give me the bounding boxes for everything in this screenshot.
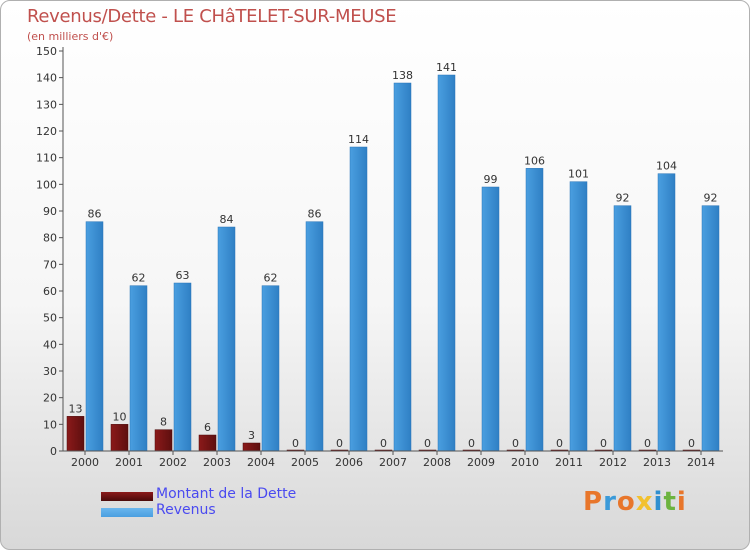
bar-revenus-2014 bbox=[701, 205, 720, 452]
data-label-dette-2014: 0 bbox=[688, 437, 695, 450]
y-tick-label-150: 150 bbox=[36, 45, 57, 58]
data-label-dette-2005: 0 bbox=[292, 437, 299, 450]
x-tick-label-2009: 2009 bbox=[467, 456, 495, 469]
data-label-revenus-2009: 99 bbox=[484, 173, 498, 186]
y-tick-label-50: 50 bbox=[43, 312, 57, 325]
data-label-revenus-2007: 138 bbox=[392, 69, 413, 82]
x-tick-label-2013: 2013 bbox=[643, 456, 671, 469]
bar-revenus-2008 bbox=[437, 74, 456, 452]
data-label-revenus-2006: 114 bbox=[348, 133, 369, 146]
bar-dette-2003 bbox=[198, 434, 217, 452]
x-tick-label-2008: 2008 bbox=[423, 456, 451, 469]
x-tick-label-2010: 2010 bbox=[511, 456, 539, 469]
data-label-dette-2006: 0 bbox=[336, 437, 343, 450]
data-label-revenus-2002: 63 bbox=[176, 269, 190, 282]
data-label-revenus-2003: 84 bbox=[220, 213, 234, 226]
x-tick-label-2000: 2000 bbox=[71, 456, 99, 469]
bar-revenus-2007 bbox=[393, 82, 412, 452]
x-tick-label-2005: 2005 bbox=[291, 456, 319, 469]
y-tick-label-10: 10 bbox=[43, 418, 57, 431]
y-tick-label-120: 120 bbox=[36, 125, 57, 138]
bar-revenus-2010 bbox=[525, 168, 544, 452]
data-label-dette-2008: 0 bbox=[424, 437, 431, 450]
data-label-revenus-2001: 62 bbox=[132, 272, 146, 285]
bar-dette-2004 bbox=[242, 442, 261, 452]
data-label-dette-2009: 0 bbox=[468, 437, 475, 450]
data-label-revenus-2004: 62 bbox=[264, 272, 278, 285]
y-tick-label-90: 90 bbox=[43, 205, 57, 218]
bar-revenus-2005 bbox=[305, 221, 324, 452]
proxiti-logo: Proxiti bbox=[583, 487, 687, 517]
legend-swatch-revenus bbox=[101, 508, 153, 517]
logo-letter: o bbox=[616, 487, 636, 517]
bar-dette-2000 bbox=[66, 416, 85, 452]
y-tick-label-40: 40 bbox=[43, 338, 57, 351]
y-tick-label-140: 140 bbox=[36, 72, 57, 85]
y-tick-label-60: 60 bbox=[43, 285, 57, 298]
chart-subtitle: (en milliers d'€) bbox=[27, 30, 114, 43]
data-label-revenus-2010: 106 bbox=[524, 154, 545, 167]
data-label-dette-2002: 8 bbox=[160, 416, 167, 429]
data-label-dette-2007: 0 bbox=[380, 437, 387, 450]
data-label-revenus-2005: 86 bbox=[308, 208, 322, 221]
data-label-revenus-2012: 92 bbox=[616, 192, 630, 205]
y-tick-label-30: 30 bbox=[43, 365, 57, 378]
y-tick-label-0: 0 bbox=[50, 445, 57, 458]
data-label-dette-2003: 6 bbox=[204, 421, 211, 434]
bar-revenus-2011 bbox=[569, 181, 588, 452]
bar-revenus-2002 bbox=[173, 282, 192, 452]
data-label-revenus-2008: 141 bbox=[436, 61, 457, 74]
legend-label-dette: Montant de la Dette bbox=[156, 486, 297, 502]
logo-letter: r bbox=[603, 487, 617, 517]
data-label-revenus-2014: 92 bbox=[704, 192, 718, 205]
data-label-dette-2004: 3 bbox=[248, 429, 255, 442]
y-tick-label-100: 100 bbox=[36, 178, 57, 191]
bar-dette-2002 bbox=[154, 429, 173, 452]
x-tick-label-2014: 2014 bbox=[687, 456, 715, 469]
x-tick-label-2012: 2012 bbox=[599, 456, 627, 469]
bar-revenus-2012 bbox=[613, 205, 632, 452]
y-tick-label-130: 130 bbox=[36, 98, 57, 111]
y-tick-label-110: 110 bbox=[36, 152, 57, 165]
data-label-revenus-2011: 101 bbox=[568, 168, 589, 181]
data-label-revenus-2000: 86 bbox=[88, 208, 102, 221]
data-label-dette-2001: 10 bbox=[113, 410, 127, 423]
legend-label-revenus: Revenus bbox=[156, 502, 216, 518]
data-label-dette-2013: 0 bbox=[644, 437, 651, 450]
y-tick-label-70: 70 bbox=[43, 258, 57, 271]
bar-revenus-2000 bbox=[85, 221, 104, 452]
logo-letter: t bbox=[663, 487, 677, 517]
chart-title: Revenus/Dette - LE CHâTELET-SUR-MEUSE bbox=[27, 6, 397, 27]
bar-revenus-2006 bbox=[349, 146, 368, 452]
bar-revenus-2009 bbox=[481, 186, 500, 452]
x-tick-label-2011: 2011 bbox=[555, 456, 583, 469]
x-tick-label-2006: 2006 bbox=[335, 456, 363, 469]
bar-revenus-2001 bbox=[129, 285, 148, 452]
y-tick-label-20: 20 bbox=[43, 392, 57, 405]
data-label-dette-2000: 13 bbox=[69, 402, 83, 415]
x-tick-label-2002: 2002 bbox=[159, 456, 187, 469]
logo-letter: i bbox=[676, 487, 687, 517]
x-tick-label-2007: 2007 bbox=[379, 456, 407, 469]
x-tick-label-2001: 2001 bbox=[115, 456, 143, 469]
x-tick-label-2003: 2003 bbox=[203, 456, 231, 469]
logo-letter: i bbox=[653, 487, 664, 517]
bar-revenus-2004 bbox=[261, 285, 280, 452]
legend-swatch-dette bbox=[101, 492, 153, 501]
bar-revenus-2013 bbox=[657, 173, 676, 452]
data-label-revenus-2013: 104 bbox=[656, 160, 677, 173]
logo-letter: x bbox=[635, 487, 654, 517]
bar-dette-2001 bbox=[110, 424, 129, 452]
data-label-dette-2012: 0 bbox=[600, 437, 607, 450]
data-label-dette-2011: 0 bbox=[556, 437, 563, 450]
y-tick-label-80: 80 bbox=[43, 232, 57, 245]
x-tick-label-2004: 2004 bbox=[247, 456, 275, 469]
data-label-dette-2010: 0 bbox=[512, 437, 519, 450]
logo-letter: P bbox=[583, 487, 604, 517]
bar-revenus-2003 bbox=[217, 226, 236, 452]
